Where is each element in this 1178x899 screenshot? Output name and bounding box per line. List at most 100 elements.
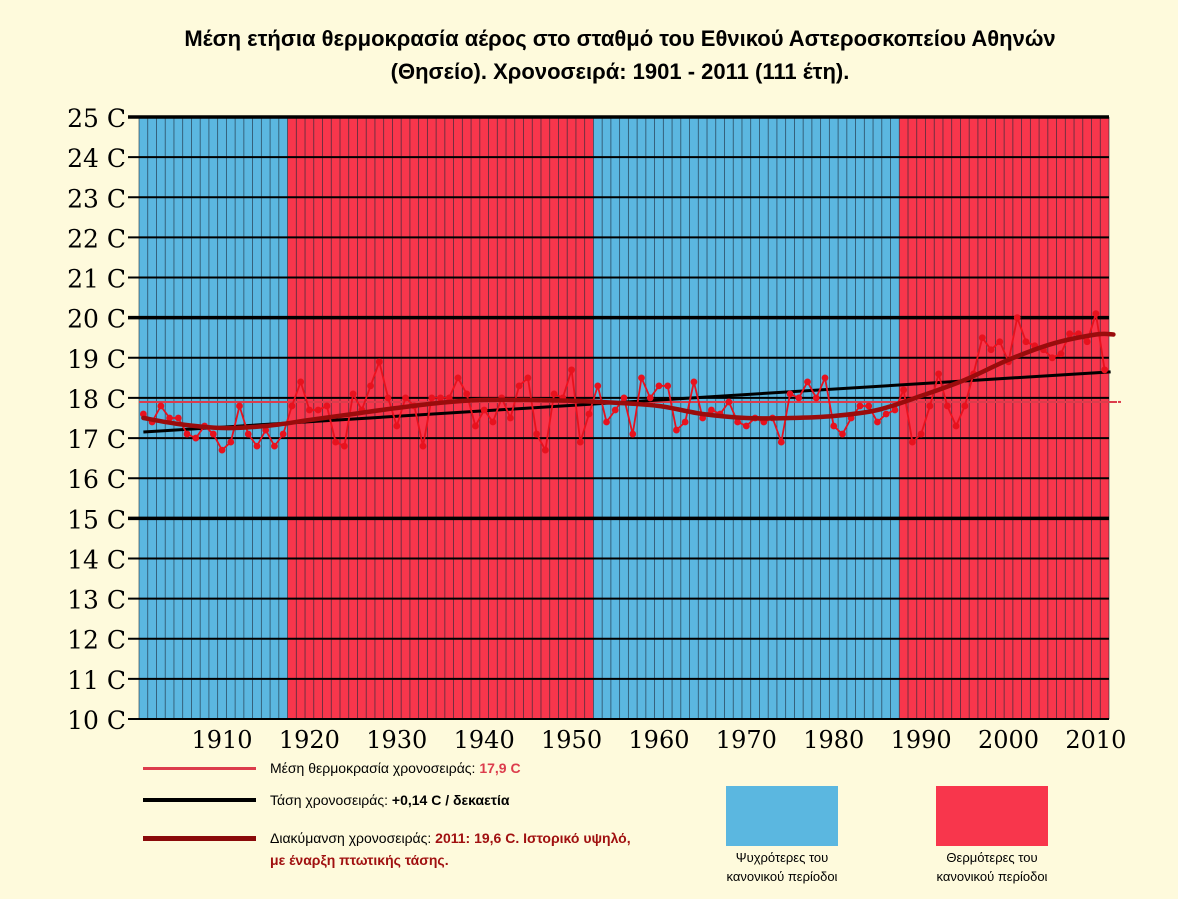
data-point (306, 406, 313, 414)
data-point (297, 378, 305, 386)
chart-title-line2: (Θησείο). Χρονοσειρά: 1901 - 2011 (111 έ… (390, 59, 850, 84)
data-point (227, 438, 235, 446)
legend-cold-swatch (726, 786, 838, 846)
data-point (550, 390, 558, 398)
x-tick-label: 1920 (279, 726, 340, 754)
period-band-cold (139, 117, 288, 719)
data-point (393, 422, 401, 430)
legend-cold-label-line2: κανονικού περίοδοι (726, 869, 838, 884)
y-tick-label: 24 C (67, 144, 126, 173)
data-point (1022, 338, 1030, 346)
data-point (882, 410, 890, 418)
data-point (1083, 338, 1091, 346)
y-tick-label: 22 C (67, 224, 126, 253)
data-point (489, 418, 497, 426)
data-point (874, 418, 881, 426)
data-point (734, 418, 742, 426)
data-point (323, 402, 331, 410)
data-point (620, 394, 628, 402)
x-tick-label: 1960 (628, 726, 689, 754)
legend-smooth-text: Διακύμανση χρονοσειράς: 2011: 19,6 C. Ισ… (270, 830, 631, 846)
x-tick-label: 1970 (716, 726, 777, 754)
data-point (926, 402, 934, 410)
data-point (943, 402, 951, 410)
data-point (174, 414, 182, 422)
y-tick-label: 19 C (67, 345, 126, 374)
data-point (480, 406, 488, 414)
data-point (568, 366, 575, 374)
data-point (900, 386, 908, 394)
data-point (777, 438, 785, 446)
data-point (786, 390, 794, 398)
data-point (288, 402, 296, 410)
data-point (463, 390, 471, 398)
legend-warm-swatch (936, 786, 1048, 846)
data-point (1066, 330, 1074, 338)
data-point (629, 430, 637, 438)
data-point (139, 410, 147, 418)
y-tick-label: 16 C (67, 465, 126, 494)
legend-warm-label: Θερμότερες του κανονικού περίοδοι (907, 848, 1077, 886)
legend-cold-label-line1: Ψυχρότερες του (735, 850, 829, 865)
data-point (349, 390, 357, 398)
legend-cold-label: Ψυχρότερες του κανονικού περίοδοι (697, 848, 867, 886)
x-tick-label: 2000 (978, 726, 1039, 754)
y-tick-label: 25 C (67, 104, 126, 133)
data-point (952, 422, 960, 430)
x-tick-label: 1980 (803, 726, 864, 754)
data-point (506, 414, 514, 422)
data-point (603, 418, 610, 426)
x-tick-label: 1950 (541, 726, 602, 754)
chart-title-line1: Μέση ετήσια θερμοκρασία αέρος στο σταθμό… (184, 26, 1056, 51)
x-tick-label: 2010 (1065, 726, 1126, 754)
data-point (367, 382, 374, 390)
y-tick-label: 12 C (67, 626, 126, 655)
data-point (472, 422, 479, 430)
data-point (332, 438, 340, 446)
data-point (236, 402, 243, 410)
legend-mean-value: 17,9 C (479, 760, 521, 776)
data-point (830, 422, 838, 430)
data-point (244, 430, 252, 438)
data-point (1057, 350, 1065, 358)
data-point (314, 406, 322, 414)
data-point (585, 410, 593, 418)
data-point (1092, 310, 1100, 318)
data-point (419, 442, 427, 450)
y-tick-label: 18 C (67, 385, 126, 414)
data-point (437, 394, 444, 402)
data-point (209, 430, 217, 438)
y-tick-label: 17 C (67, 425, 126, 454)
data-point (183, 430, 191, 438)
data-point (271, 442, 278, 450)
data-point (524, 374, 532, 382)
y-tick-label: 11 C (67, 666, 126, 695)
data-point (821, 374, 829, 382)
data-point (375, 358, 383, 366)
legend-trend-line (143, 798, 256, 802)
data-point (1101, 366, 1109, 374)
x-tick-label: 1990 (891, 726, 952, 754)
data-point (218, 446, 226, 454)
y-tick-label: 10 C (67, 706, 126, 735)
legend-smooth-note: με έναρξη πτωτικής τάσης. (270, 852, 449, 868)
data-point (987, 346, 995, 354)
legend-mean-text: Μέση θερμοκρασία χρονοσειράς: 17,9 C (270, 760, 521, 776)
data-point (690, 378, 698, 386)
data-point (891, 406, 899, 414)
y-tick-label: 14 C (67, 545, 126, 574)
y-tick-label: 13 C (67, 586, 126, 615)
data-point (839, 430, 846, 438)
data-point (681, 418, 689, 426)
data-point (1013, 314, 1021, 322)
data-point (1048, 354, 1056, 362)
data-point (428, 394, 436, 402)
data-point (978, 334, 986, 342)
y-tick-label: 20 C (67, 305, 126, 334)
legend-trend-text: Τάση χρονοσειράς: +0,14 C / δεκαετία (270, 792, 509, 808)
legend-smooth-value: 2011: 19,6 C. Ιστορικό υψηλό, (435, 830, 631, 846)
legend-warm-label-line1: Θερμότερες του (946, 850, 1038, 865)
data-point (533, 430, 541, 438)
smoothed-curve (141, 331, 1116, 431)
